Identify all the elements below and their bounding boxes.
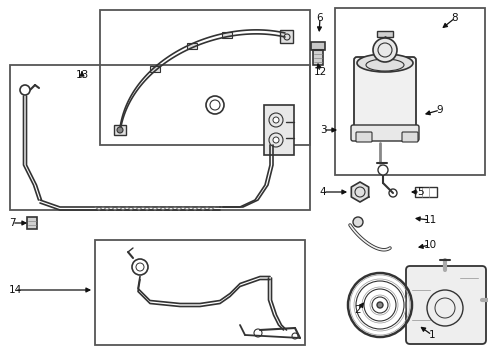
Text: 1: 1: [428, 330, 434, 340]
Bar: [310, 42, 325, 50]
Bar: [312, 50, 323, 65]
Text: 7: 7: [9, 218, 15, 228]
Bar: [27, 217, 37, 229]
FancyBboxPatch shape: [353, 57, 415, 138]
FancyBboxPatch shape: [401, 132, 417, 142]
Text: 4: 4: [319, 187, 325, 197]
Bar: [376, 31, 392, 37]
Text: 9: 9: [436, 105, 443, 115]
Circle shape: [377, 165, 387, 175]
Text: 12: 12: [313, 67, 326, 77]
Text: 14: 14: [8, 285, 21, 295]
Text: 6: 6: [316, 13, 323, 23]
Text: 13: 13: [75, 70, 88, 80]
Bar: [334, 8, 484, 175]
Circle shape: [372, 38, 396, 62]
Text: 10: 10: [423, 240, 436, 250]
Circle shape: [20, 85, 30, 95]
FancyBboxPatch shape: [350, 125, 418, 141]
Bar: [280, 30, 292, 43]
Bar: [95, 240, 305, 345]
Bar: [150, 66, 160, 72]
Bar: [222, 32, 231, 38]
Ellipse shape: [356, 54, 412, 72]
Text: 8: 8: [451, 13, 457, 23]
Circle shape: [272, 137, 279, 143]
Circle shape: [272, 117, 279, 123]
Circle shape: [376, 302, 382, 308]
Polygon shape: [350, 182, 368, 202]
Text: 11: 11: [423, 215, 436, 225]
Bar: [100, 10, 309, 145]
Text: 3: 3: [319, 125, 325, 135]
Bar: [264, 105, 293, 155]
Text: 5: 5: [416, 187, 423, 197]
Circle shape: [117, 127, 123, 133]
Circle shape: [352, 217, 362, 227]
Bar: [186, 43, 196, 49]
FancyBboxPatch shape: [405, 266, 485, 344]
FancyBboxPatch shape: [355, 132, 371, 142]
Bar: [414, 187, 436, 197]
Bar: [114, 125, 126, 135]
Bar: [10, 65, 309, 210]
Text: 2: 2: [354, 305, 361, 315]
